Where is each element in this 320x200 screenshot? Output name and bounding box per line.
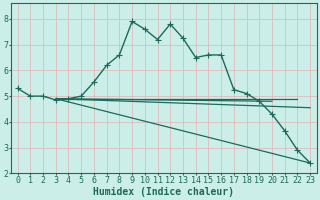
X-axis label: Humidex (Indice chaleur): Humidex (Indice chaleur) [93, 186, 234, 197]
